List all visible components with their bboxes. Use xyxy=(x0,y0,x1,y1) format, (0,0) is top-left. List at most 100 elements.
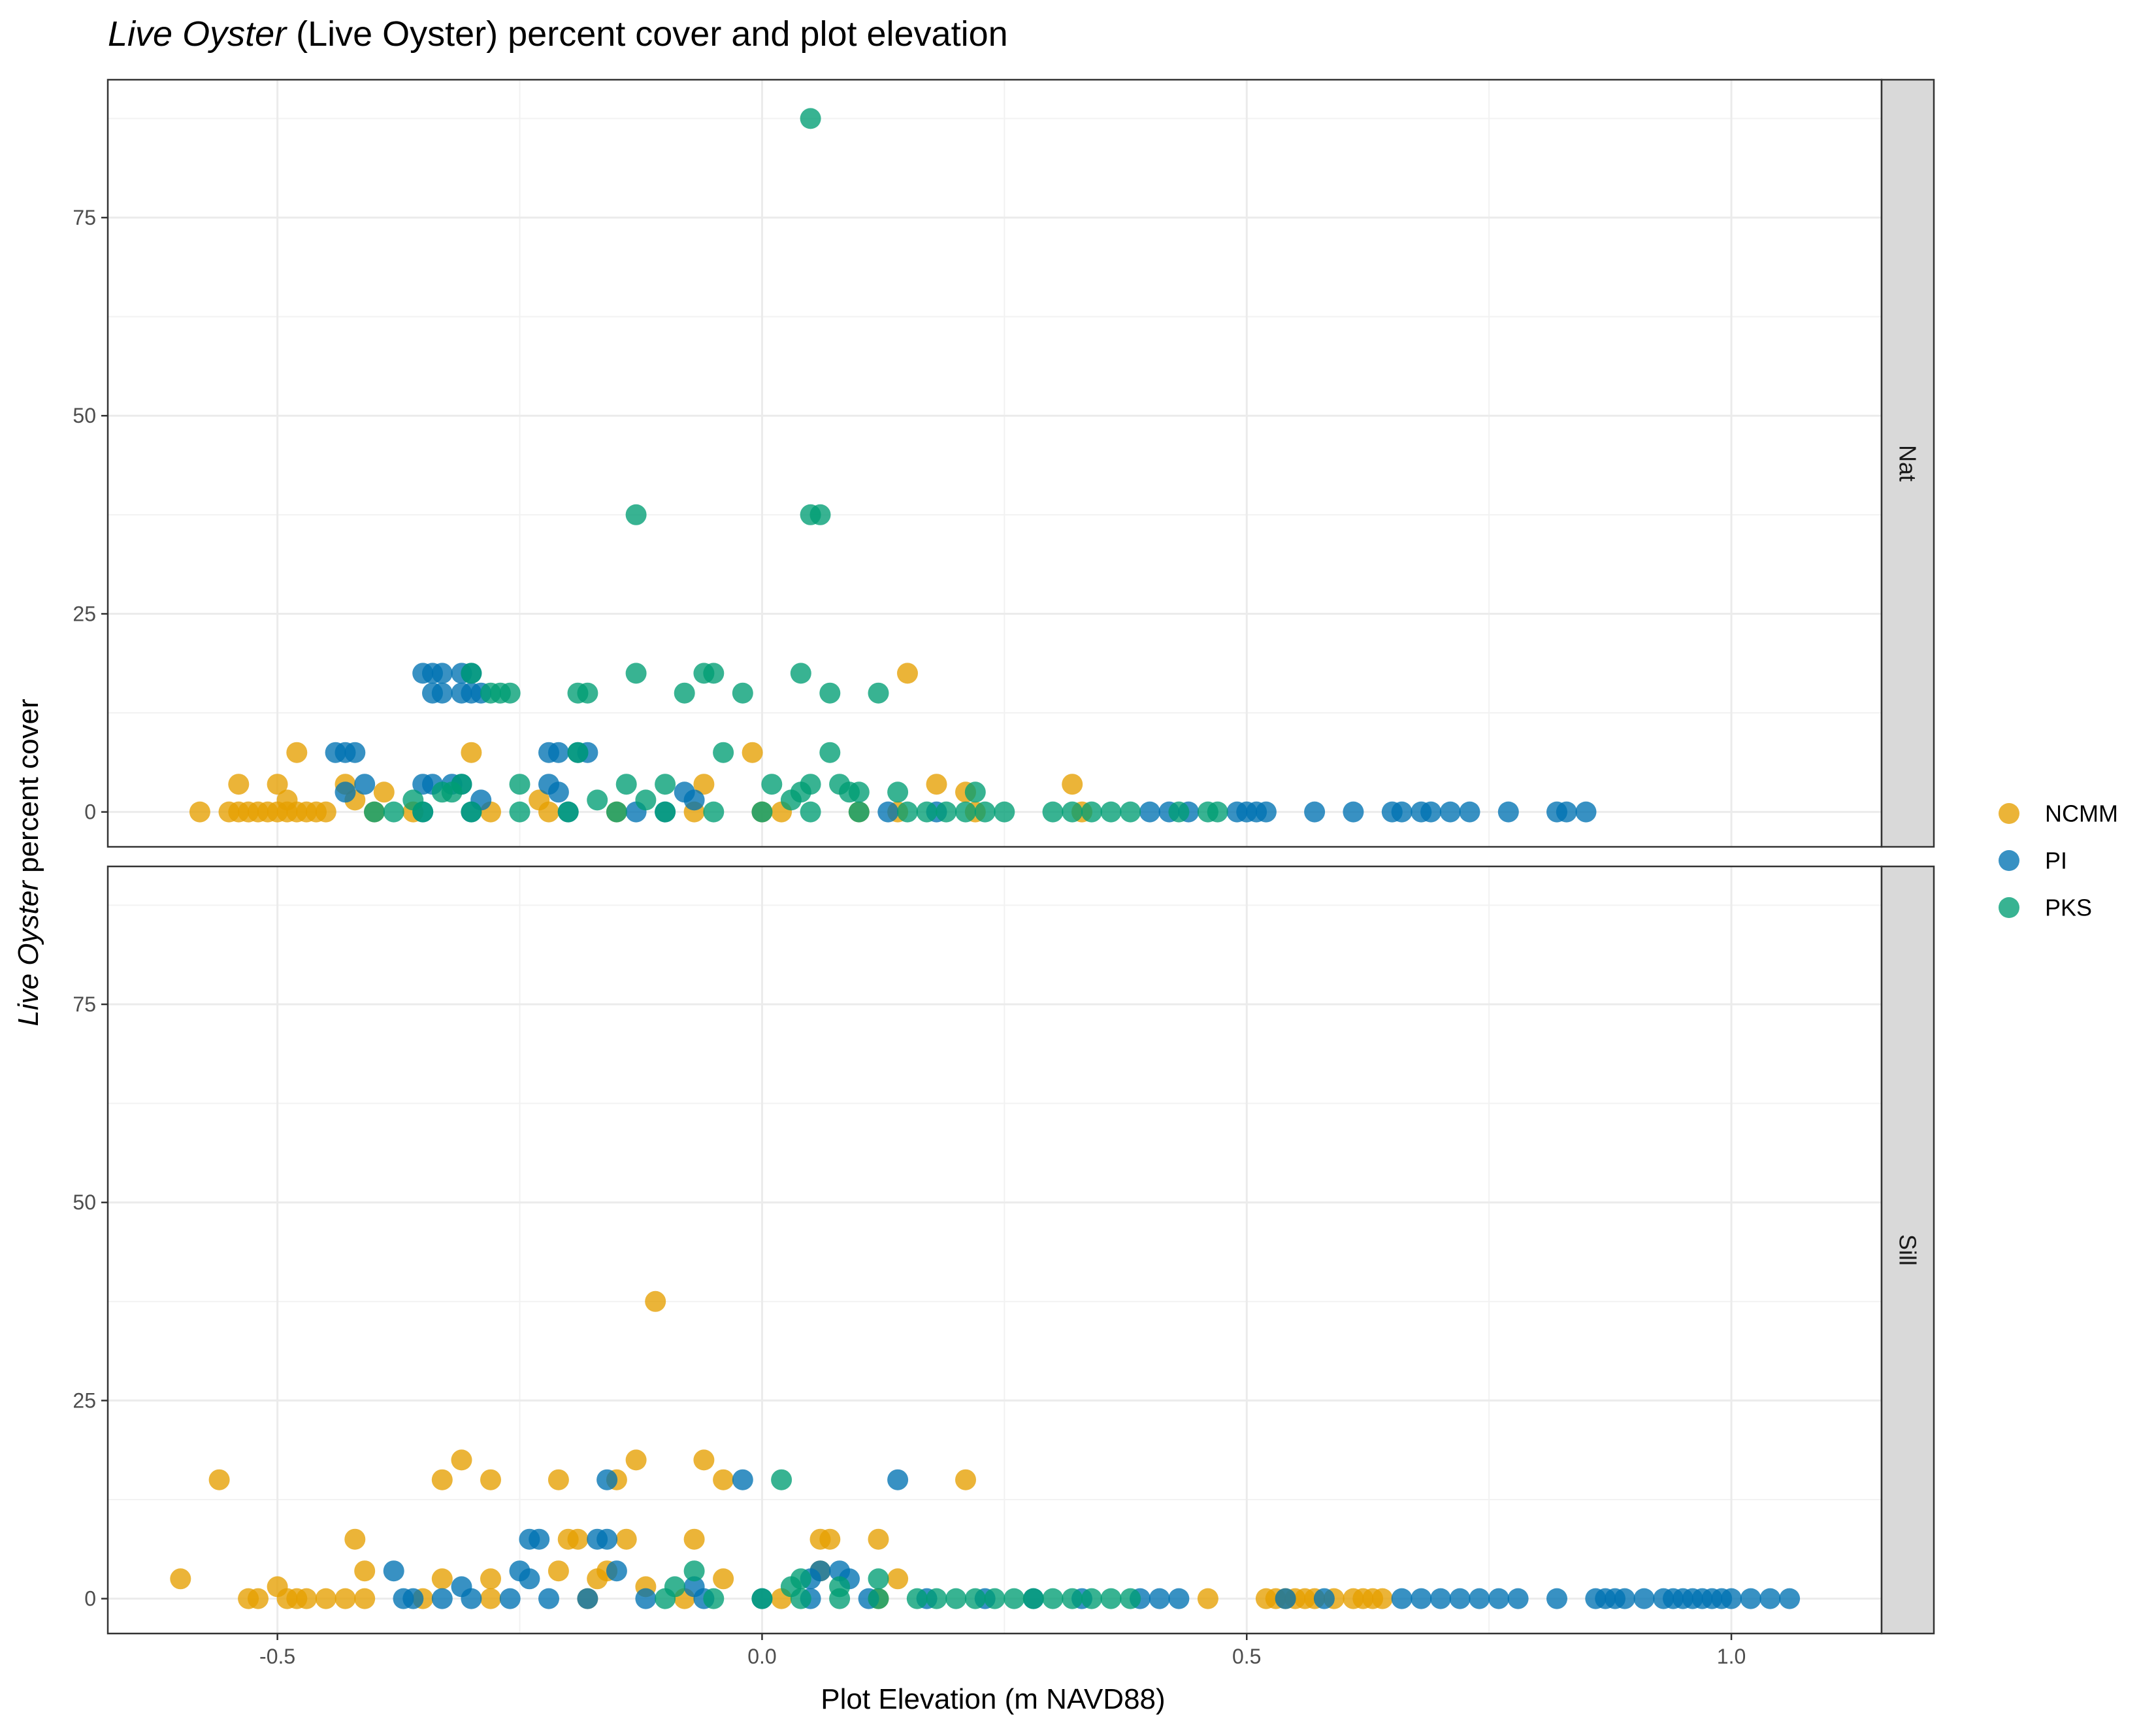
data-point xyxy=(577,682,598,704)
data-point xyxy=(936,801,957,823)
data-point xyxy=(286,742,308,763)
data-point xyxy=(868,1588,889,1609)
data-point xyxy=(1488,1588,1509,1609)
data-point xyxy=(547,1469,569,1490)
data-point xyxy=(557,801,579,823)
data-point xyxy=(926,774,947,795)
data-point xyxy=(713,742,734,763)
data-point xyxy=(519,1568,540,1590)
data-point xyxy=(761,774,783,795)
data-point xyxy=(228,774,250,795)
data-point xyxy=(625,663,647,684)
data-point xyxy=(625,1449,647,1471)
data-point xyxy=(1575,801,1597,823)
data-point xyxy=(984,1588,1005,1609)
data-point xyxy=(344,1528,366,1550)
data-point xyxy=(1779,1588,1801,1609)
data-point xyxy=(732,682,753,704)
y-axis-title: Live Oyster percent cover xyxy=(12,698,44,1026)
data-point xyxy=(1556,801,1577,823)
y-tick-label: 25 xyxy=(73,1388,96,1412)
x-axis-ticks: -0.5 0.0 0.5 1.0 xyxy=(259,1634,1746,1668)
data-point xyxy=(529,1528,550,1550)
data-point xyxy=(547,781,569,803)
data-point xyxy=(1371,1588,1393,1609)
panel-background xyxy=(108,80,1882,847)
data-point xyxy=(819,742,841,763)
data-point xyxy=(1042,801,1064,823)
data-point xyxy=(703,1588,725,1609)
facet-strip xyxy=(1880,865,1935,1635)
data-point xyxy=(693,774,715,795)
data-point xyxy=(461,742,482,763)
data-point xyxy=(693,1449,715,1471)
y-tick-label: 75 xyxy=(73,993,96,1016)
legend-key-pi xyxy=(1999,850,2019,871)
data-point xyxy=(480,1568,501,1590)
data-point xyxy=(868,1568,889,1590)
y-tick-label: 25 xyxy=(73,602,96,625)
data-point xyxy=(1100,801,1122,823)
data-point xyxy=(431,1568,453,1590)
data-point xyxy=(1391,1588,1413,1609)
data-point xyxy=(800,108,821,129)
data-point xyxy=(868,682,889,704)
data-point xyxy=(335,1588,356,1609)
x-axis-title: Plot Elevation (m NAVD88) xyxy=(821,1683,1165,1715)
data-point xyxy=(364,801,385,823)
data-point xyxy=(547,1560,569,1582)
data-point xyxy=(1497,801,1519,823)
data-point xyxy=(848,801,870,823)
data-point xyxy=(354,1560,376,1582)
data-point xyxy=(683,789,705,811)
data-point xyxy=(877,801,899,823)
data-point xyxy=(1459,801,1480,823)
data-point xyxy=(1411,1588,1432,1609)
y-tick-label: 0 xyxy=(84,1587,96,1611)
data-point xyxy=(994,801,1015,823)
data-point xyxy=(655,801,676,823)
data-point xyxy=(1168,1588,1190,1609)
data-point xyxy=(529,789,550,811)
x-tick-label: 0.0 xyxy=(747,1645,776,1668)
data-point xyxy=(829,1588,851,1609)
data-point xyxy=(751,801,773,823)
data-point xyxy=(567,742,589,763)
data-point xyxy=(1022,1588,1044,1609)
data-point xyxy=(713,1469,734,1490)
data-point xyxy=(674,682,695,704)
data-point xyxy=(771,1469,792,1490)
data-point xyxy=(383,1560,404,1582)
data-point xyxy=(499,682,521,704)
data-point xyxy=(1042,1588,1064,1609)
data-point xyxy=(451,774,472,795)
data-point xyxy=(461,801,482,823)
data-point xyxy=(1149,1588,1170,1609)
y-axis-title-rest: percent cover xyxy=(12,698,44,881)
data-point xyxy=(1062,1588,1083,1609)
data-point xyxy=(538,1588,559,1609)
data-point xyxy=(461,663,482,684)
data-point xyxy=(577,1588,598,1609)
data-point xyxy=(1420,801,1442,823)
data-point xyxy=(868,1528,889,1550)
legend-key-ncmm xyxy=(1999,803,2019,824)
chart-title-rest: (Live Oyster) percent cover and plot ele… xyxy=(286,14,1008,54)
data-point xyxy=(819,1528,841,1550)
data-point xyxy=(1439,801,1461,823)
data-point xyxy=(809,504,831,525)
data-point xyxy=(354,1588,376,1609)
data-point xyxy=(615,774,637,795)
data-point xyxy=(751,1588,773,1609)
data-point xyxy=(431,1588,453,1609)
data-point xyxy=(703,801,725,823)
data-point xyxy=(587,789,608,811)
data-point xyxy=(1207,801,1228,823)
y-tick-label: 50 xyxy=(73,404,96,427)
data-point xyxy=(431,663,453,684)
data-point xyxy=(451,1449,472,1471)
data-point xyxy=(1275,1588,1296,1609)
y-tick-label: 75 xyxy=(73,206,96,229)
data-point xyxy=(974,801,996,823)
facet-strip-label: Sill xyxy=(1895,1234,1921,1266)
